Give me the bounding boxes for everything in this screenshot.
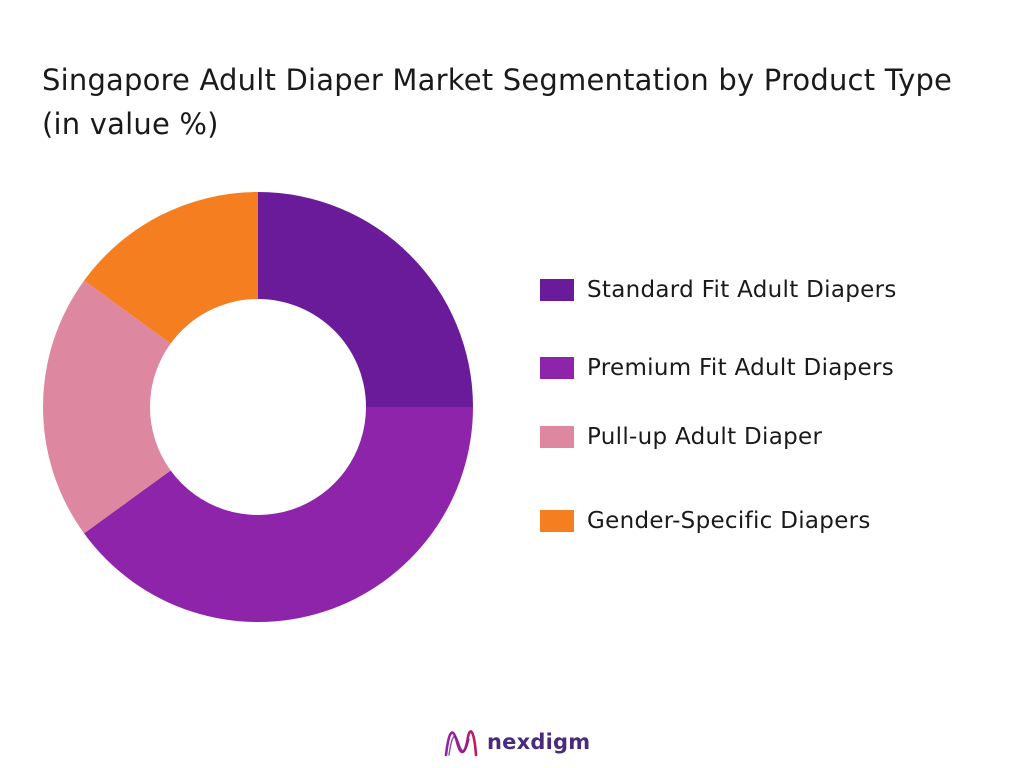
legend-swatch (540, 279, 574, 301)
legend-label: Pull-up Adult Diaper (587, 424, 823, 450)
donut-chart (42, 192, 474, 623)
legend-swatch (540, 426, 574, 448)
legend-item-standard-fit: Standard Fit Adult Diapers (540, 275, 897, 305)
donut-slice-premium-fit-adult-diapers (84, 407, 474, 623)
legend-label: Standard Fit Adult Diapers (587, 277, 897, 303)
legend-item-pull-up: Pull-up Adult Diaper (540, 422, 822, 452)
legend-label: Premium Fit Adult Diapers (587, 355, 895, 381)
legend-swatch (540, 357, 574, 379)
chart-title: Singapore Adult Diaper Market Segmentati… (42, 63, 953, 141)
legend-item-gender-specific: Gender-Specific Diapers (540, 506, 871, 536)
legend-label: Gender-Specific Diapers (587, 508, 871, 534)
brand-name: nexdigm (487, 730, 591, 754)
donut-slice-gender-specific-diapers (84, 192, 259, 344)
brand-logo: nexdigm (443, 724, 590, 760)
legend-item-premium-fit: Premium Fit Adult Diapers (540, 353, 894, 383)
chart-legend: Standard Fit Adult Diapers Premium Fit A… (540, 0, 1000, 768)
donut-slice-pull-up-adult-diaper (42, 280, 171, 534)
donut-slice-standard-fit-adult-diapers (258, 192, 473, 407)
legend-swatch (540, 510, 574, 532)
nexdigm-wave-icon (444, 730, 478, 757)
